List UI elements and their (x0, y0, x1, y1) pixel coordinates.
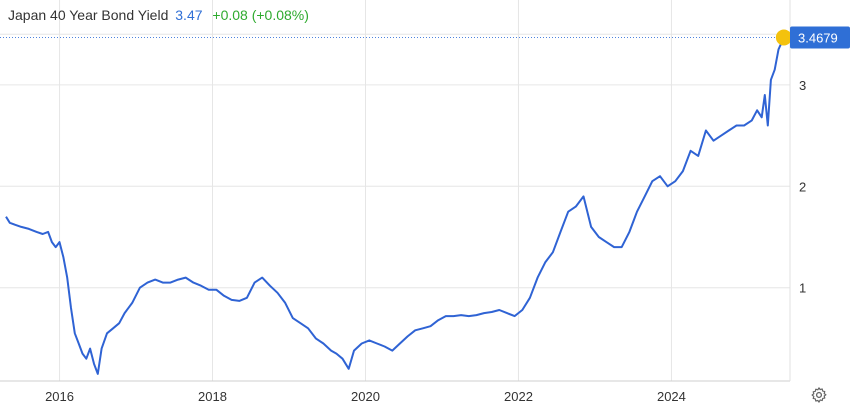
y-tick-label: 1 (799, 281, 806, 296)
axis-labels: 1 2 3 2016 2018 2020 2022 2024 (45, 78, 806, 404)
gridlines (0, 0, 791, 382)
x-tick-label: 2018 (198, 389, 227, 404)
x-tick-label: 2020 (351, 389, 380, 404)
series-layer (5, 37, 785, 375)
x-tick-label: 2022 (504, 389, 533, 404)
instrument-name: Japan 40 Year Bond Yield (8, 7, 169, 23)
last-value-badge (790, 26, 850, 49)
series-line (5, 37, 785, 375)
last-value-label: 3.4679 (798, 30, 838, 45)
last-value-marker (775, 29, 792, 46)
gear-icon[interactable] (810, 386, 828, 404)
price-change: +0.08 (+0.08%) (212, 7, 309, 23)
gear-icon-graphic (811, 387, 827, 403)
marker-layer: 3.4679 (0, 26, 850, 49)
y-tick-label: 2 (799, 179, 806, 194)
x-tick-label: 2016 (45, 389, 74, 404)
last-price: 3.47 (175, 7, 203, 23)
y-tick-label: 3 (799, 78, 806, 93)
chart-header: Japan 40 Year Bond Yield 3.47 +0.08 (+0.… (8, 7, 309, 23)
x-tick-label: 2024 (657, 389, 686, 404)
